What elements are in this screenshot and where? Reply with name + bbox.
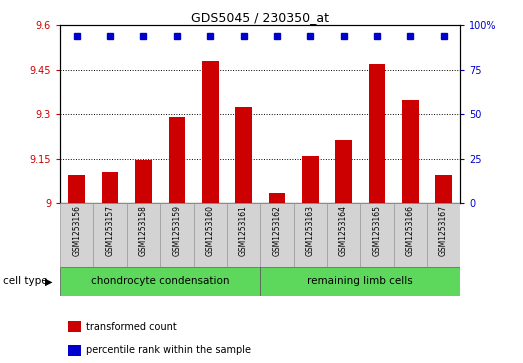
Text: GSM1253162: GSM1253162 [272,205,281,256]
Text: GSM1253161: GSM1253161 [239,205,248,256]
Bar [94,203,127,267]
Text: GSM1253159: GSM1253159 [173,205,181,256]
Bar [69,175,85,203]
Bar [168,117,185,203]
Bar [135,160,152,203]
Bar [369,64,385,203]
Text: percentile rank within the sample: percentile rank within the sample [86,345,251,355]
Bar [160,203,194,267]
Bar [260,267,477,296]
Text: GSM1253158: GSM1253158 [139,205,148,256]
Bar [194,203,227,267]
Bar [427,203,460,267]
Bar [235,107,252,203]
Bar [102,172,119,203]
Bar [335,139,352,203]
Bar [402,99,418,203]
Bar [293,203,327,267]
Bar [435,175,452,203]
Bar [202,61,219,203]
Bar [268,193,285,203]
Text: chondrocyte condensation: chondrocyte condensation [91,276,230,286]
Bar [260,203,293,267]
Bar [327,203,360,267]
Bar [60,203,94,267]
Text: GSM1253160: GSM1253160 [206,205,214,256]
Bar [127,203,160,267]
Bar [302,156,319,203]
Text: remaining limb cells: remaining limb cells [308,276,413,286]
Text: GSM1253157: GSM1253157 [106,205,115,256]
Text: GSM1253156: GSM1253156 [72,205,81,256]
Text: cell type: cell type [3,276,47,286]
Title: GDS5045 / 230350_at: GDS5045 / 230350_at [191,11,329,24]
Text: GSM1253167: GSM1253167 [439,205,448,256]
Text: transformed count: transformed count [86,322,177,332]
Bar [227,203,260,267]
Bar [360,203,393,267]
Text: GSM1253165: GSM1253165 [372,205,381,256]
Text: GSM1253164: GSM1253164 [339,205,348,256]
Bar [60,267,260,296]
Text: ▶: ▶ [45,276,52,286]
Text: GSM1253163: GSM1253163 [306,205,315,256]
Text: GSM1253166: GSM1253166 [406,205,415,256]
Bar [394,203,427,267]
